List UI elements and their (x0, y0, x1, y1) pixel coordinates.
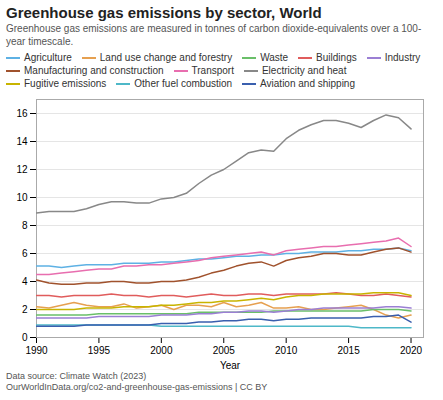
svg-text:Year: Year (220, 360, 241, 371)
html-text:Transport: Transport (191, 65, 234, 76)
html-text:Fugitive emissions: Fugitive emissions (24, 78, 107, 89)
svg-text:4: 4 (22, 276, 28, 287)
html-text:Waste: Waste (260, 52, 289, 63)
svg-text:8: 8 (22, 220, 28, 231)
html-text:Aviation and shipping: Aviation and shipping (260, 78, 355, 89)
html-text:Electricity and heat: Electricity and heat (262, 65, 347, 76)
svg-text:0: 0 (22, 332, 28, 343)
svg-text:10: 10 (16, 192, 28, 203)
html-text:Land use change and forestry: Land use change and forestry (99, 52, 233, 63)
svg-text:16: 16 (16, 108, 28, 119)
html-text:Other fuel combustion: Other fuel combustion (134, 78, 233, 89)
svg-text:6: 6 (22, 248, 28, 259)
svg-text:2005: 2005 (213, 345, 236, 356)
svg-text:1990: 1990 (25, 345, 48, 356)
svg-text:2010: 2010 (275, 345, 298, 356)
svg-text:2020: 2020 (400, 345, 423, 356)
html-text:Data source: Climate Watch (20: Data source: Climate Watch (2023) (6, 371, 147, 381)
svg-text:2000: 2000 (150, 345, 173, 356)
svg-text:2: 2 (22, 304, 28, 315)
html-text:Buildings: Buildings (316, 52, 357, 63)
svg-text:1995: 1995 (88, 345, 111, 356)
html-text:Greenhouse gas emissions are m: Greenhouse gas emissions are measured in… (6, 23, 422, 47)
html-text:Agriculture: Agriculture (24, 52, 72, 63)
svg-text:2015: 2015 (337, 345, 360, 356)
html-text:Manufacturing and construction: Manufacturing and construction (24, 65, 164, 76)
html-text:OurWorldInData.org/co2-and-gre: OurWorldInData.org/co2-and-greenhouse-ga… (6, 382, 268, 393)
svg-text:14: 14 (16, 136, 28, 147)
html-text:Greenhouse gas emissions by se: Greenhouse gas emissions by sector, Worl… (6, 4, 322, 21)
html-text:Industry: Industry (384, 52, 421, 63)
svg-text:12: 12 (16, 164, 28, 175)
